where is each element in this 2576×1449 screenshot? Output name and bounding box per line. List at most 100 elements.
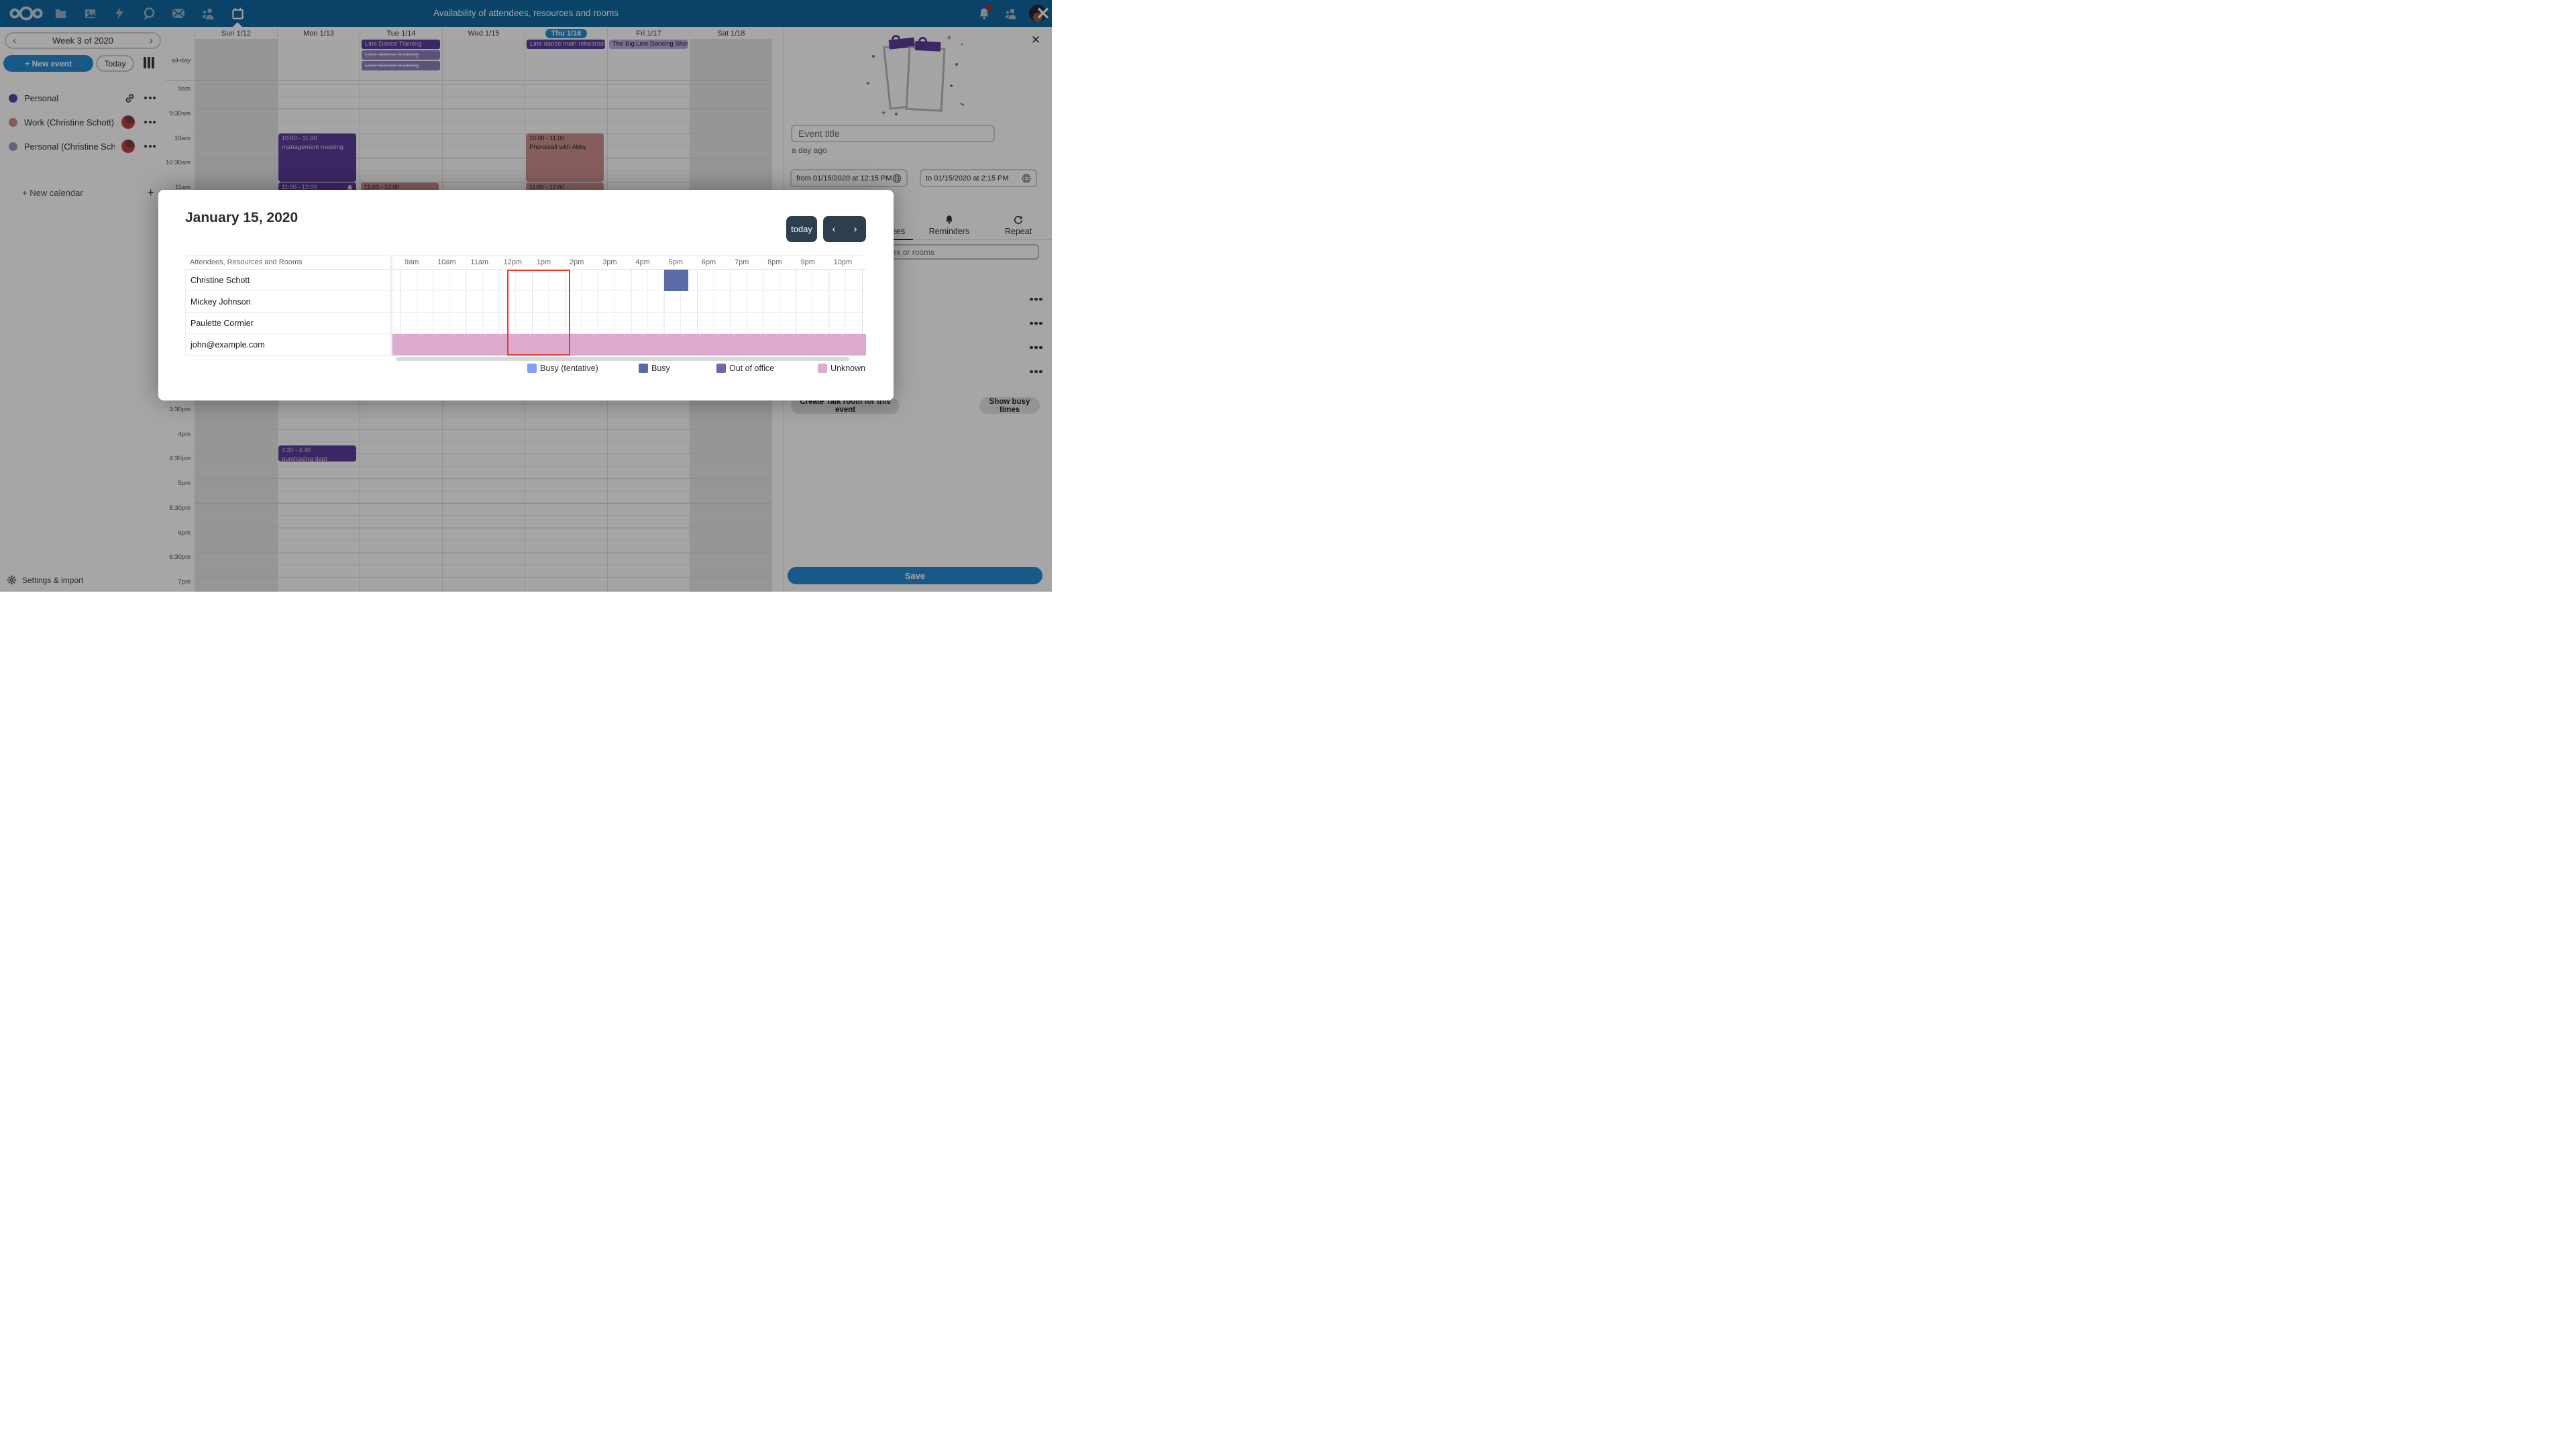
time-label: 3:30pm: [169, 405, 191, 413]
tab-repeat[interactable]: Repeat: [985, 215, 1052, 237]
day-header[interactable]: Sat 1/18: [690, 28, 772, 39]
busy-block: [663, 270, 689, 291]
day-header[interactable]: Mon 1/13: [277, 28, 360, 39]
close-icon[interactable]: ✕: [1030, 34, 1041, 46]
start-datetime-field[interactable]: from 01/15/2020 at 12:15 PM: [790, 169, 908, 187]
contacts-menu-icon[interactable]: [1002, 5, 1020, 22]
hour-tick-label: 3pm: [602, 258, 617, 266]
show-busy-times-button[interactable]: Show busy times: [979, 397, 1040, 414]
day-header[interactable]: Wed 1/15: [442, 28, 525, 39]
time-label: 5pm: [178, 480, 191, 487]
share-link-icon[interactable]: [125, 93, 135, 103]
attendee-row-menu-icon[interactable]: [1030, 368, 1043, 376]
all-day-event[interactable]: Line dance main rehearsal: [527, 40, 605, 49]
settings-label: Settings & import: [22, 575, 84, 585]
files-app-icon[interactable]: [46, 0, 75, 27]
hour-tick-label: 10pm: [833, 258, 853, 266]
all-day-event[interactable]: Line dance training: [362, 50, 440, 60]
calendar-menu-icon[interactable]: [144, 145, 156, 148]
day-header[interactable]: Tue 1/14: [360, 28, 442, 39]
grid-horizontal-scrollbar[interactable]: [396, 357, 849, 361]
calendar-list: Personal Work (Christine Schott) Personal …: [0, 86, 166, 158]
calendar-event[interactable]: 10:00 - 11:00 management meeting: [278, 133, 356, 182]
calendar-list-item[interactable]: Personal (Christine Scho…: [0, 134, 166, 158]
day-header[interactable]: Thu 1/16: [525, 28, 607, 39]
attendee-row-menu-icon[interactable]: [1030, 295, 1043, 303]
availability-row[interactable]: [392, 313, 866, 334]
hour-tick-label: 5pm: [668, 258, 683, 266]
time-label: 9:30am: [169, 109, 191, 117]
attendee-name: Paulette Cormier: [185, 313, 390, 334]
calendar-list-item[interactable]: Personal: [0, 86, 166, 110]
cursor-x-icon: ✕: [1036, 3, 1051, 23]
availability-modal: January 15, 2020 today ‹ › Attendees, Re…: [158, 190, 894, 400]
nextcloud-logo-icon[interactable]: [7, 6, 46, 21]
tab-reminders[interactable]: Reminders: [916, 215, 983, 237]
calendar-owner-avatar: [121, 140, 135, 153]
modal-today-button[interactable]: today: [786, 216, 817, 242]
prev-week-button[interactable]: ‹: [13, 35, 16, 46]
user-avatar[interactable]: ✕: [1029, 5, 1051, 22]
time-label: 4pm: [178, 430, 191, 438]
calendar-app-icon[interactable]: [223, 0, 252, 27]
contacts-app-icon[interactable]: [193, 0, 223, 27]
hour-tick-label: 11am: [470, 258, 489, 266]
table-divider: [390, 256, 392, 356]
end-datetime-field[interactable]: to 01/15/2020 at 2:15 PM: [920, 169, 1037, 187]
legend-swatch: [716, 364, 726, 373]
all-day-event[interactable]: The Big Line Dancing Show: [609, 40, 688, 49]
bell-icon: [946, 215, 953, 224]
timezone-globe-icon[interactable]: [892, 174, 902, 183]
gear-icon: [7, 575, 17, 585]
event-time-selection[interactable]: [506, 270, 571, 356]
calendar-list-item[interactable]: Work (Christine Schott): [0, 110, 166, 134]
notifications-bell-icon[interactable]: [975, 5, 993, 22]
calendar-menu-icon[interactable]: [144, 121, 156, 123]
calendar-menu-icon[interactable]: [144, 97, 156, 99]
calendar-item-actions: [121, 115, 156, 129]
modal-next-day-button[interactable]: ›: [853, 223, 857, 235]
modal-prev-day-button[interactable]: ‹: [832, 223, 836, 235]
attendee-row-menu-icon[interactable]: [1030, 319, 1043, 327]
hour-tick-label: 4pm: [635, 258, 650, 266]
hour-tick-label: 9am: [405, 258, 419, 266]
availability-row[interactable]: [392, 291, 866, 313]
availability-row[interactable]: [392, 270, 866, 291]
day-header[interactable]: Sun 1/12: [195, 28, 277, 39]
day-header[interactable]: Fri 1/17: [607, 28, 690, 39]
save-button[interactable]: Save: [788, 567, 1042, 584]
availability-legend: Busy (tentative) Busy Out of office Unknown: [158, 364, 894, 376]
repeat-icon: [1014, 215, 1023, 224]
calendar-event[interactable]: 10:00 - 11:00 Phonecall with Abby: [526, 133, 604, 182]
last-modified-label: a day ago: [792, 146, 827, 155]
mail-app-icon[interactable]: [164, 0, 193, 27]
hour-tick-label: 7pm: [735, 258, 749, 266]
new-event-button[interactable]: + New event: [3, 55, 93, 72]
day-header-row: Sun 1/12 Mon 1/13 Tue 1/14 Wed 1/15 Thu 1/16…: [195, 28, 772, 39]
hour-tick-label: 9pm: [800, 258, 815, 266]
settings-import-button[interactable]: Settings & import: [7, 575, 83, 585]
next-week-button[interactable]: ›: [149, 35, 153, 46]
photos-app-icon[interactable]: [75, 0, 105, 27]
time-label: 5:30pm: [169, 504, 191, 512]
all-day-event[interactable]: Line dance training: [362, 61, 440, 70]
availability-grid[interactable]: [392, 270, 866, 356]
today-button[interactable]: Today: [96, 55, 134, 72]
new-calendar-button[interactable]: + New calendar +: [0, 182, 166, 203]
calendar-color-dot: [9, 93, 17, 103]
attendee-row-menu-icon[interactable]: [1030, 343, 1043, 352]
availability-table-header: Attendees, Resources and Rooms 9am 10am 11…: [185, 256, 866, 270]
legend-item: Out of office: [716, 364, 774, 373]
attendees-column-header: Attendees, Resources and Rooms: [190, 258, 303, 266]
plus-icon: +: [147, 185, 154, 199]
calendar-event[interactable]: 4:20 - 4:40 purchasing dept: [278, 445, 356, 462]
all-day-event[interactable]: Line Dance Training: [362, 40, 440, 49]
calendar-item-actions: [121, 140, 156, 153]
talk-app-icon[interactable]: [134, 0, 164, 27]
view-switcher-icon[interactable]: [142, 57, 156, 70]
event-title-input[interactable]: [791, 125, 995, 142]
timezone-globe-icon[interactable]: [1022, 174, 1031, 183]
legend-swatch: [818, 364, 827, 373]
activity-app-icon[interactable]: [105, 0, 134, 27]
legend-swatch: [639, 364, 648, 373]
